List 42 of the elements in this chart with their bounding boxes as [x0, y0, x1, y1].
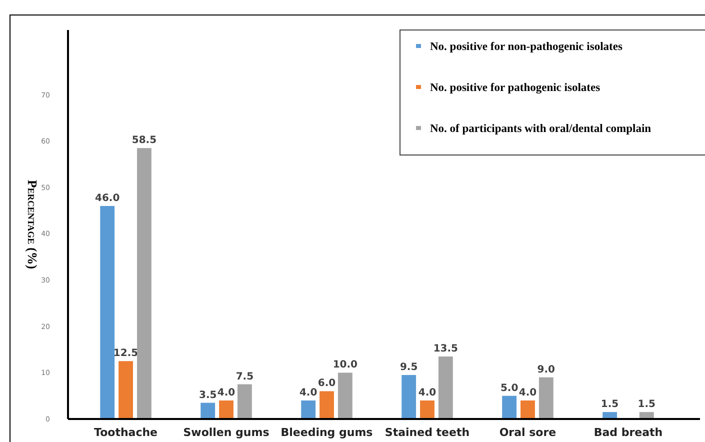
bar — [118, 361, 133, 419]
data-label: 13.5 — [433, 343, 458, 354]
data-label: 9.0 — [537, 364, 556, 376]
data-label: 12.5 — [113, 348, 138, 360]
bar — [438, 356, 453, 419]
data-label: 1.5 — [600, 399, 619, 410]
data-label: 6.0 — [318, 378, 336, 390]
x-tick-label: Bad breath — [594, 426, 663, 439]
data-label: 4.0 — [418, 387, 436, 398]
data-label: 5.0 — [500, 382, 518, 394]
bar — [301, 400, 316, 419]
y-axis-title: Percentage (%) — [25, 180, 40, 270]
bar — [420, 400, 434, 419]
legend-label: No. positive for pathogenic isolates — [430, 82, 601, 94]
data-label: 4.0 — [217, 387, 236, 398]
bar — [100, 206, 115, 419]
bar — [520, 400, 535, 419]
data-label: 4.0 — [518, 387, 537, 398]
bar — [136, 148, 152, 419]
legend-label: No. of participants with oral/dental complain — [430, 123, 652, 136]
x-tick-label: Oral sore — [499, 426, 556, 439]
x-tick-label: Swollen gums — [183, 426, 270, 439]
bar — [502, 396, 517, 419]
data-label: 9.5 — [400, 362, 418, 374]
bar — [538, 377, 554, 419]
data-label: 58.5 — [132, 135, 157, 146]
data-label: 3.5 — [198, 390, 217, 401]
data-label: 10.0 — [332, 360, 358, 371]
bar — [338, 372, 352, 419]
data-label: 4.0 — [299, 387, 318, 398]
data-label: 7.5 — [236, 371, 254, 382]
bar — [237, 384, 252, 419]
data-label: 1.5 — [638, 399, 656, 410]
bar — [320, 391, 334, 419]
bar — [200, 402, 216, 419]
x-tick-label: Toothache — [94, 426, 158, 439]
bar — [402, 375, 416, 419]
bar — [219, 400, 234, 419]
x-tick-label: Bleeding gums — [280, 426, 374, 439]
data-label: 46.0 — [95, 192, 120, 204]
legend-label: No. positive for non-pathogenic isolates — [430, 41, 623, 54]
x-tick-label: Stained teeth — [384, 426, 470, 439]
